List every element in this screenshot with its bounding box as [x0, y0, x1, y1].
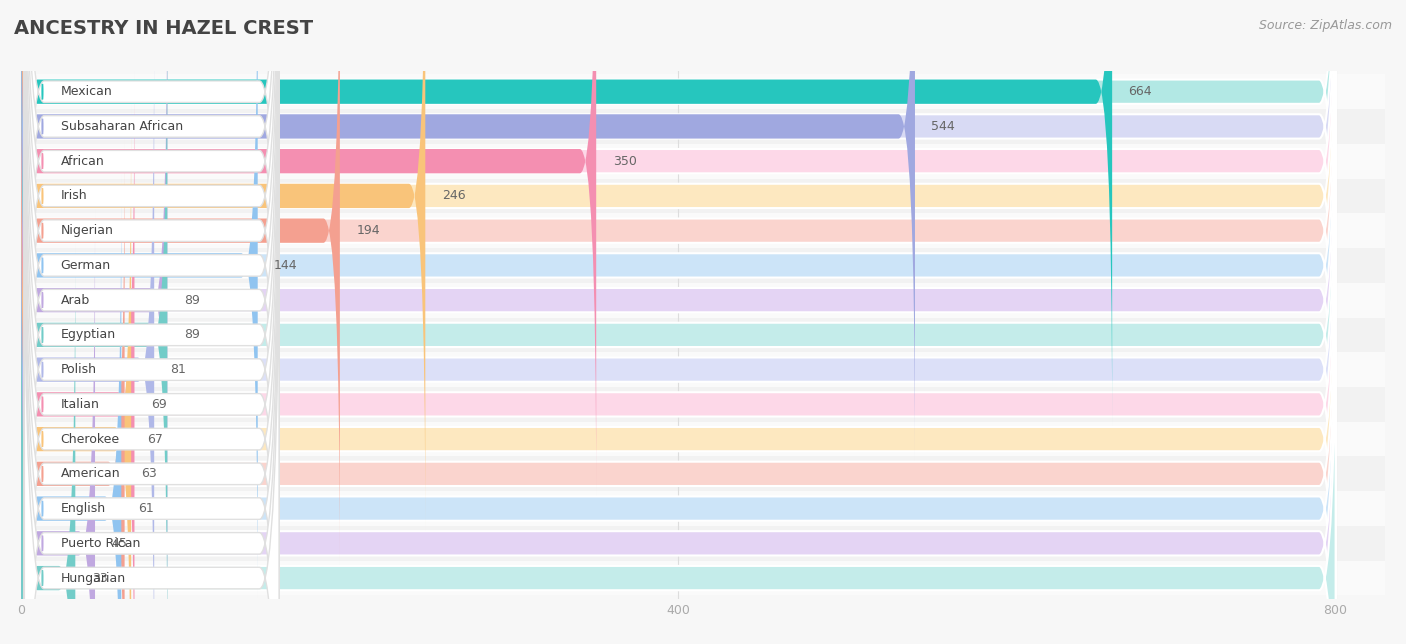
- Text: 350: 350: [613, 155, 637, 167]
- FancyBboxPatch shape: [21, 138, 125, 644]
- Text: 63: 63: [141, 468, 157, 480]
- Text: Puerto Rican: Puerto Rican: [60, 537, 141, 550]
- FancyBboxPatch shape: [24, 102, 278, 644]
- FancyBboxPatch shape: [21, 243, 1336, 644]
- Text: Mexican: Mexican: [60, 85, 112, 98]
- FancyBboxPatch shape: [24, 68, 278, 644]
- FancyBboxPatch shape: [21, 34, 155, 644]
- FancyBboxPatch shape: [21, 104, 1336, 644]
- FancyBboxPatch shape: [24, 0, 278, 644]
- FancyBboxPatch shape: [21, 243, 76, 644]
- FancyBboxPatch shape: [21, 69, 135, 644]
- Bar: [21, 561, 1385, 596]
- Bar: [21, 248, 1385, 283]
- FancyBboxPatch shape: [21, 0, 596, 497]
- FancyBboxPatch shape: [21, 0, 1336, 644]
- FancyBboxPatch shape: [21, 104, 131, 644]
- Bar: [21, 283, 1385, 317]
- FancyBboxPatch shape: [24, 0, 278, 533]
- Text: 194: 194: [356, 224, 380, 237]
- FancyBboxPatch shape: [21, 208, 96, 644]
- FancyBboxPatch shape: [21, 173, 121, 644]
- Text: American: American: [60, 468, 120, 480]
- FancyBboxPatch shape: [21, 0, 167, 644]
- FancyBboxPatch shape: [24, 33, 278, 644]
- Text: 144: 144: [274, 259, 298, 272]
- Text: 61: 61: [138, 502, 153, 515]
- Text: 45: 45: [111, 537, 128, 550]
- FancyBboxPatch shape: [21, 0, 425, 531]
- FancyBboxPatch shape: [21, 0, 1336, 531]
- Text: Egyptian: Egyptian: [60, 328, 115, 341]
- Text: Subsaharan African: Subsaharan African: [60, 120, 183, 133]
- FancyBboxPatch shape: [24, 172, 278, 644]
- FancyBboxPatch shape: [21, 0, 1336, 566]
- Text: 246: 246: [441, 189, 465, 202]
- FancyBboxPatch shape: [21, 173, 1336, 644]
- FancyBboxPatch shape: [21, 138, 1336, 644]
- Bar: [21, 387, 1385, 422]
- FancyBboxPatch shape: [24, 0, 278, 644]
- FancyBboxPatch shape: [24, 0, 278, 602]
- FancyBboxPatch shape: [21, 0, 1112, 427]
- FancyBboxPatch shape: [24, 0, 278, 644]
- Text: 544: 544: [931, 120, 955, 133]
- Bar: [21, 317, 1385, 352]
- FancyBboxPatch shape: [24, 0, 278, 567]
- Text: African: African: [60, 155, 104, 167]
- Text: 89: 89: [184, 294, 200, 307]
- Text: Polish: Polish: [60, 363, 97, 376]
- Bar: [21, 213, 1385, 248]
- Bar: [21, 109, 1385, 144]
- FancyBboxPatch shape: [21, 0, 1336, 497]
- FancyBboxPatch shape: [21, 0, 1336, 636]
- Bar: [21, 144, 1385, 178]
- Text: Nigerian: Nigerian: [60, 224, 114, 237]
- Text: 664: 664: [1129, 85, 1152, 98]
- Text: ANCESTRY IN HAZEL CREST: ANCESTRY IN HAZEL CREST: [14, 19, 314, 39]
- Text: Irish: Irish: [60, 189, 87, 202]
- Text: 81: 81: [170, 363, 187, 376]
- Text: 69: 69: [150, 398, 167, 411]
- Text: Arab: Arab: [60, 294, 90, 307]
- FancyBboxPatch shape: [21, 34, 1336, 644]
- FancyBboxPatch shape: [21, 208, 1336, 644]
- FancyBboxPatch shape: [21, 0, 1336, 601]
- Text: Italian: Italian: [60, 398, 100, 411]
- Bar: [21, 422, 1385, 457]
- Text: German: German: [60, 259, 111, 272]
- FancyBboxPatch shape: [21, 0, 340, 566]
- FancyBboxPatch shape: [21, 69, 1336, 644]
- Bar: [21, 74, 1385, 109]
- Text: Cherokee: Cherokee: [60, 433, 120, 446]
- Bar: [21, 178, 1385, 213]
- FancyBboxPatch shape: [24, 137, 278, 644]
- Text: 89: 89: [184, 328, 200, 341]
- Text: 33: 33: [91, 572, 107, 585]
- FancyBboxPatch shape: [21, 0, 167, 636]
- FancyBboxPatch shape: [21, 0, 915, 462]
- FancyBboxPatch shape: [24, 0, 278, 644]
- Bar: [21, 491, 1385, 526]
- Text: English: English: [60, 502, 105, 515]
- Bar: [21, 457, 1385, 491]
- Text: 67: 67: [148, 433, 163, 446]
- FancyBboxPatch shape: [24, 0, 278, 637]
- Bar: [21, 526, 1385, 561]
- FancyBboxPatch shape: [24, 0, 278, 644]
- FancyBboxPatch shape: [21, 0, 1336, 462]
- Text: Hungarian: Hungarian: [60, 572, 125, 585]
- Bar: [21, 352, 1385, 387]
- FancyBboxPatch shape: [21, 0, 1336, 427]
- FancyBboxPatch shape: [24, 0, 278, 498]
- FancyBboxPatch shape: [21, 0, 257, 601]
- Text: Source: ZipAtlas.com: Source: ZipAtlas.com: [1258, 19, 1392, 32]
